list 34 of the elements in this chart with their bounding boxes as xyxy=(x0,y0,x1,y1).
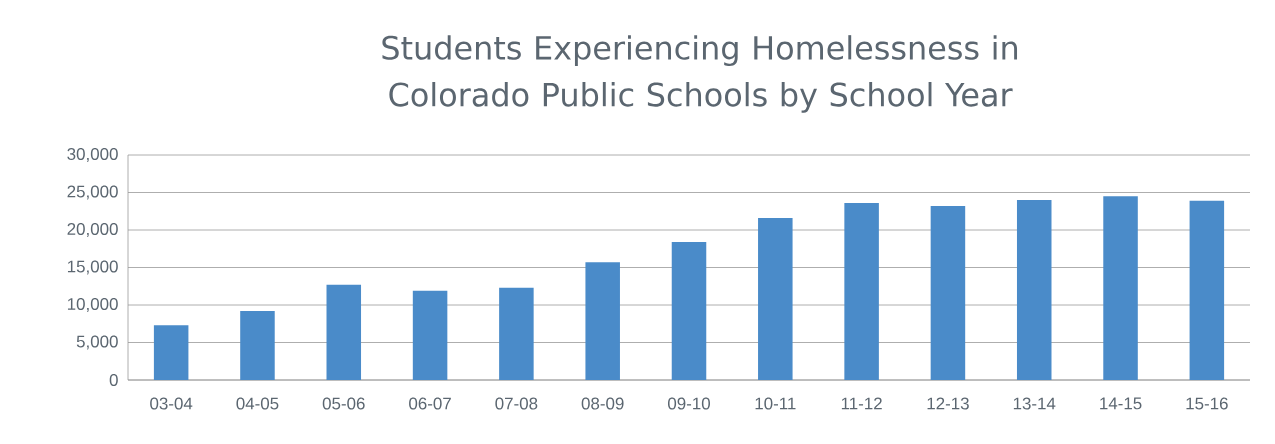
bar xyxy=(412,290,448,380)
bar xyxy=(240,311,275,380)
y-tick-label: 30,000 xyxy=(67,148,118,162)
bar xyxy=(1103,196,1138,380)
bar xyxy=(758,218,793,380)
y-tick-label: 0 xyxy=(109,374,118,386)
x-tick-label: 13-14 xyxy=(1013,397,1056,410)
x-tick-label: 14-15 xyxy=(1100,397,1142,410)
y-tick-label: 25,000 xyxy=(67,185,118,200)
x-tick-label: 10-11 xyxy=(755,397,796,410)
x-tick-label: 07-08 xyxy=(495,397,538,410)
x-tick-label: 11-12 xyxy=(841,397,882,410)
x-tick-label: 09-10 xyxy=(668,397,710,410)
x-tick-label: 12-13 xyxy=(927,397,969,410)
bar xyxy=(585,262,620,380)
bar xyxy=(671,242,707,380)
y-tick-label: 15,000 xyxy=(67,260,118,275)
x-tick-label: 04-05 xyxy=(236,397,279,410)
y-tick-label: 10,000 xyxy=(67,298,118,312)
bar xyxy=(930,206,966,380)
bar xyxy=(499,287,534,380)
bar xyxy=(326,284,362,380)
bar xyxy=(1016,200,1052,380)
y-tick-label: 20,000 xyxy=(67,223,118,237)
x-tick-label: 08-09 xyxy=(581,397,624,410)
bar xyxy=(844,203,879,380)
chart-title: Students Experiencing Homelessness in Colorado Public Schools by School Year xyxy=(382,35,1018,113)
x-tick-label: 03-04 xyxy=(150,397,193,410)
bar xyxy=(1189,200,1225,380)
x-tick-label: 15-16 xyxy=(1186,397,1228,410)
bar xyxy=(153,325,189,380)
x-tick-label: 05-06 xyxy=(322,397,365,410)
y-tick-label: 5,000 xyxy=(76,335,118,350)
x-tick-label: 06-07 xyxy=(409,397,451,410)
